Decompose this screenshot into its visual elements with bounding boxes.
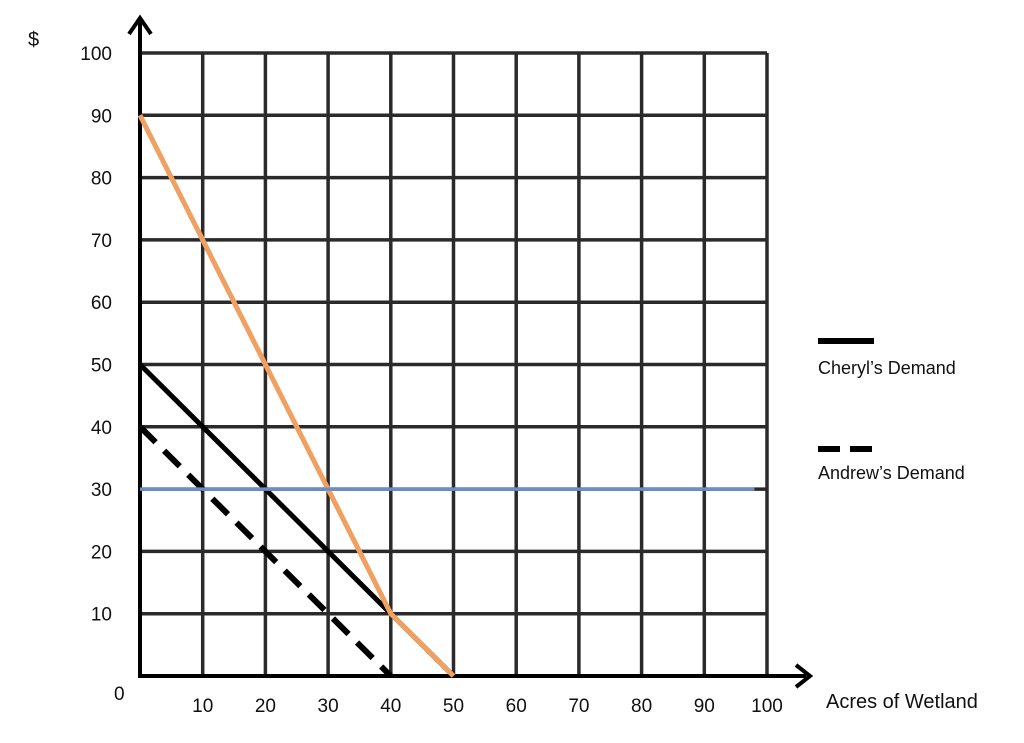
x-tick-label: 30 — [318, 696, 339, 717]
series-line-2 — [137, 424, 393, 679]
y-tick-label: 20 — [91, 542, 112, 563]
x-axis-arrow — [794, 663, 814, 689]
x-tick-label: 50 — [443, 696, 464, 717]
legend: Cheryl’s Demand Andrew’s Demand — [818, 338, 965, 483]
x-tick-label: 60 — [506, 696, 527, 717]
y-tick-label: 50 — [91, 356, 112, 377]
y-tick-label: 80 — [91, 169, 112, 190]
y-tick-label: 10 — [91, 605, 112, 626]
origin-label: 0 — [114, 684, 125, 705]
x-tick-label: 100 — [751, 696, 783, 717]
x-axis-label: Acres of Wetland — [826, 691, 978, 713]
y-tick-label: 90 — [91, 106, 112, 127]
tick-labels: 10 20 30 40 50 60 70 80 90 100 10 20 30 40 50 60 70 80 90 1… — [80, 44, 783, 717]
x-tick-label: 90 — [694, 696, 715, 717]
x-tick-label: 20 — [255, 696, 276, 717]
y-tick-label: 100 — [80, 44, 112, 65]
series-group — [137, 114, 755, 679]
x-tick-label: 80 — [631, 696, 652, 717]
x-tick-label: 70 — [568, 696, 589, 717]
axes — [127, 14, 814, 689]
y-axis-arrow — [127, 14, 153, 36]
series-line-3 — [137, 114, 456, 678]
grid — [140, 51, 769, 676]
x-tick-label: 10 — [192, 696, 213, 717]
y-tick-label: 30 — [91, 480, 112, 501]
legend-label-cheryl: Cheryl’s Demand — [818, 358, 956, 378]
x-tick-label: 40 — [380, 696, 401, 717]
y-tick-label: 40 — [91, 418, 112, 439]
y-tick-label: 70 — [91, 231, 112, 252]
y-axis-label: $ — [28, 29, 39, 51]
y-tick-label: 60 — [91, 293, 112, 314]
legend-label-andrew: Andrew’s Demand — [818, 463, 965, 483]
